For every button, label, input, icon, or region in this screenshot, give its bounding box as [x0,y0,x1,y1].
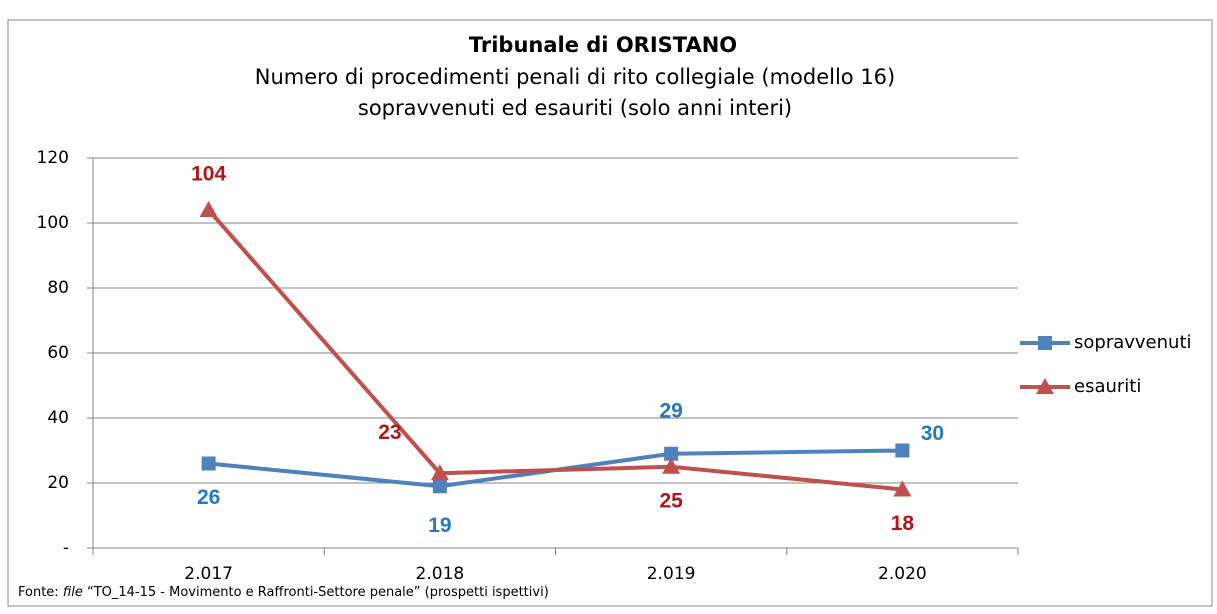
y-tick-label: 40 [47,408,69,428]
y-tick-label: 60 [47,343,69,363]
y-tick-label: 80 [47,278,69,298]
x-tick-label: 2.020 [878,564,927,584]
source-note: Fonte: file “TO_14-15 - Movimento e Raff… [18,585,549,600]
marker [1038,336,1052,350]
x-tick-label: 2.019 [647,564,696,584]
source-prefix: Fonte: [18,585,63,600]
x-tick-label: 2.017 [184,564,233,584]
y-tick-label: 100 [37,213,69,233]
marker [893,480,912,497]
marker [432,479,447,494]
y-tick-label: 20 [47,473,69,493]
data-label: 18 [891,512,915,535]
y-tick-label: 120 [37,148,69,168]
source-rest: “TO_14-15 - Movimento e Raffronti-Settor… [83,585,549,600]
source-italic: file [63,585,83,600]
chart-subtitle: sopravvenuti ed esauriti (solo anni inte… [358,96,792,120]
marker [430,464,449,481]
data-label: 29 [659,399,682,422]
data-label: 26 [197,486,220,509]
data-label: 25 [659,489,683,512]
marker [201,456,216,471]
x-tick-label: 2.018 [416,564,465,584]
chart-frame [7,19,1213,607]
chart-subtitle: Numero di procedimenti penali di rito co… [255,65,895,89]
data-label: 19 [428,514,451,537]
marker [895,443,910,458]
data-label: 104 [191,163,226,186]
data-label: 23 [378,421,401,444]
data-label: 30 [921,422,944,445]
marker [199,201,218,217]
marker [662,457,681,474]
y-tick-label: - [63,538,69,558]
legend-label: esauriti [1074,376,1141,397]
series-line [207,208,903,492]
legend-label: sopravvenuti [1074,332,1192,353]
chart-title: Tribunale di ORISTANO [469,33,737,57]
marker [1036,378,1054,394]
series: 104 23 25 18 [191,163,914,536]
marker [664,446,679,461]
